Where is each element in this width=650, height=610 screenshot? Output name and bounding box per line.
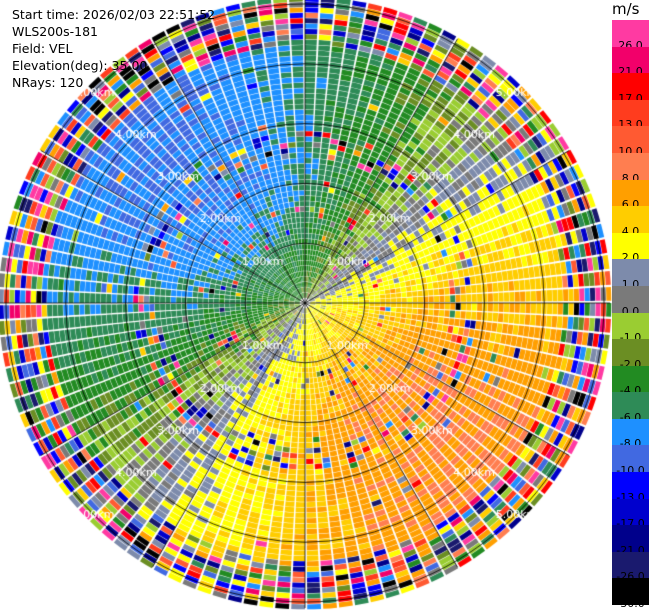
colorbar-segment [612,99,649,127]
metadata-block: Start time: 2026/02/03 22:51:52 WLS200s-… [12,6,215,91]
colorbar-segment [612,259,649,287]
colorbar: 26.0 21.0 17.0 13.0 10.0 8.0 6.0 4.0 2.0 1.0 0.0 -1… [612,20,649,610]
site-text: WLS200s-181 [12,24,98,39]
colorbar-segment [612,498,649,526]
colorbar-segment [612,312,649,340]
colorbar-segment [612,46,649,74]
colorbar-segment [612,339,649,367]
nrays-text: NRays: 120 [12,75,84,90]
colorbar-segment [612,445,649,473]
colorbar-segment [612,126,649,154]
colorbar-segment [612,578,649,606]
colorbar-segment [612,392,649,420]
colorbar-segment [612,551,649,579]
colorbar-segment [612,20,649,48]
elevation-text: Elevation(deg): 35.00 [12,58,148,73]
colorbar-unit-label: m/s [612,0,640,18]
colorbar-segment [612,152,649,181]
colorbar-segment [612,232,649,260]
colorbar-segment [612,73,649,101]
start-time-text: Start time: 2026/02/03 22:51:52 [12,7,216,22]
colorbar-segment [612,285,649,313]
colorbar-segment [612,472,649,500]
field-text: Field: VEL [12,41,73,56]
colorbar-segment [612,179,649,207]
colorbar-segment [612,206,649,234]
colorbar-segment [612,418,649,446]
colorbar-segment [612,525,649,553]
colorbar-tick-label: -30.0 [616,597,645,610]
colorbar-segment [612,365,649,393]
